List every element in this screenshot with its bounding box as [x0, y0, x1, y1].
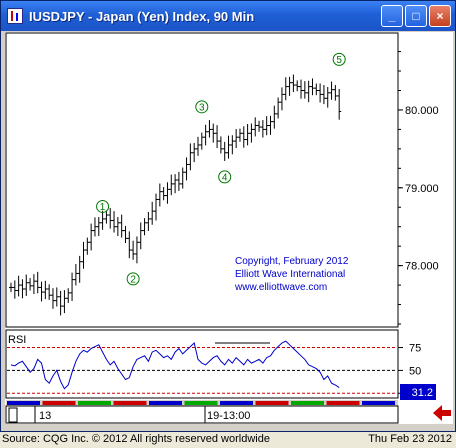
time-strip-segment	[362, 401, 395, 405]
rsi-series-line	[10, 340, 340, 390]
close-button[interactable]: ×	[429, 5, 451, 27]
title-bar[interactable]: IUSDJPY - Japan (Yen) Index, 90 Min _ □ …	[1, 1, 455, 31]
price-tick-label: 79.000	[405, 183, 439, 195]
time-strip-segment	[255, 401, 289, 405]
price-panel	[5, 32, 399, 328]
wave-label-circle	[195, 100, 209, 114]
time-strip-segment	[149, 401, 182, 405]
chart-app-icon	[7, 8, 23, 24]
wave-label-circle	[332, 52, 346, 66]
time-strip-segment	[220, 401, 253, 405]
window-title: IUSDJPY - Japan (Yen) Index, 90 Min	[29, 8, 255, 24]
price-tick-label: 80.000	[405, 105, 439, 117]
time-strip-segment	[184, 401, 218, 405]
minimize-button[interactable]: _	[381, 5, 403, 27]
chart-svg: 1 2 3 4 5 80.000 79.000 78.000 Copyright, Febr…	[5, 32, 451, 424]
rsi-tick-label: 75	[409, 343, 421, 355]
wave-label: 5	[336, 55, 342, 66]
time-strip-segment	[291, 401, 324, 405]
time-strip-segment	[113, 401, 147, 405]
scroll-handle[interactable]	[8, 407, 18, 423]
wave-label: 1	[100, 202, 106, 213]
wave-label: 4	[222, 172, 228, 183]
time-strip-segment	[326, 401, 360, 405]
time-strip-segment	[78, 401, 111, 405]
chart-area[interactable]: 1 2 3 4 5 80.000 79.000 78.000 Copyright, Febr…	[5, 32, 453, 424]
copyright-line-2: Elliott Wave International	[235, 269, 345, 280]
rsi-last-value: 31.2	[412, 387, 433, 399]
time-label-13: 13	[39, 410, 51, 422]
time-axis	[5, 405, 399, 424]
wave-label-circle	[218, 170, 232, 184]
wave-label-circle	[126, 272, 140, 286]
wave-label: 2	[130, 274, 136, 285]
maximize-button[interactable]: □	[405, 5, 427, 27]
rsi-last-value-box	[400, 384, 436, 400]
scroll-left-arrow-icon[interactable]	[433, 405, 451, 421]
footer: Source: CQG Inc. © 2012 All rights reser…	[0, 432, 456, 448]
time-strip-segment	[42, 401, 76, 405]
copyright-line-3: www.elliottwave.com	[234, 282, 327, 293]
time-strip-segment	[7, 401, 40, 405]
rsi-title: RSI	[8, 334, 26, 346]
source-text: Source: CQG Inc. © 2012 All rights reser…	[2, 433, 270, 445]
date-text: Thu Feb 23 2012	[368, 433, 452, 445]
time-label-19: 19-13:00	[207, 410, 250, 422]
rsi-panel	[5, 329, 399, 399]
wave-label-circle	[96, 199, 110, 213]
rsi-tick-label: 50	[409, 365, 421, 377]
copyright-line-1: Copyright, February 2012	[235, 256, 349, 267]
chart-window: IUSDJPY - Japan (Yen) Index, 90 Min _ □ …	[0, 0, 456, 432]
wave-label: 3	[199, 102, 205, 113]
price-tick-label: 78.000	[405, 261, 439, 273]
